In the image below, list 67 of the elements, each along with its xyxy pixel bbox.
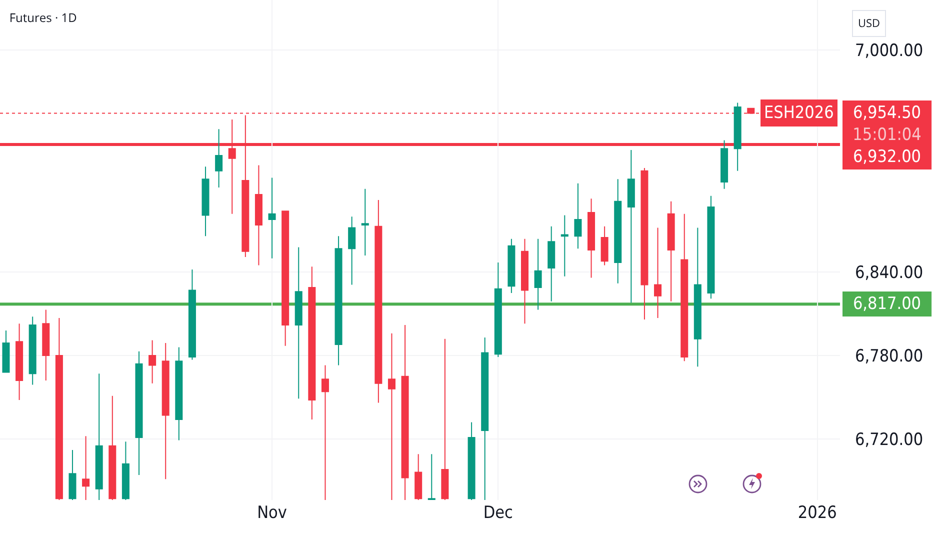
candlestick xyxy=(694,227,702,368)
candlestick xyxy=(600,226,608,266)
ref-line-label: 6,817.00 xyxy=(852,294,922,314)
x-tick-label: 2026 xyxy=(798,503,837,523)
ref-line-label: 6,932.00 xyxy=(852,147,922,167)
text: USD xyxy=(858,16,880,31)
candlestick xyxy=(414,454,422,500)
candlestick xyxy=(122,441,130,500)
ref-line-label: 6,954.50 xyxy=(852,103,922,123)
candlestick xyxy=(667,200,675,302)
candlestick xyxy=(68,450,76,500)
candlestick xyxy=(361,188,369,256)
candlestick xyxy=(588,198,596,278)
candlestick xyxy=(548,226,556,302)
candlestick xyxy=(627,150,635,304)
y-tick-label: 6,780.00 xyxy=(855,346,924,367)
candlestick xyxy=(175,346,183,441)
y-tick-label: 7,000.00 xyxy=(855,40,924,61)
candlestick xyxy=(680,213,688,362)
candlestick xyxy=(468,422,476,500)
candlestick xyxy=(202,166,210,237)
candlestick xyxy=(441,338,449,500)
candlestick xyxy=(162,342,170,480)
candlestick xyxy=(388,332,396,500)
candlestick xyxy=(640,168,648,320)
annotation: ESH2026 xyxy=(764,103,834,123)
candlestick xyxy=(734,102,742,172)
candlestick xyxy=(42,309,50,382)
candlestick xyxy=(135,350,143,476)
candlestick xyxy=(494,262,502,358)
candlestick xyxy=(428,454,436,500)
candlestick xyxy=(481,337,489,500)
candlestick xyxy=(654,227,662,319)
candlestick xyxy=(282,210,290,346)
candlestick xyxy=(254,164,262,266)
y-tick-label: 6,720.00 xyxy=(855,430,924,450)
candlestick xyxy=(321,364,329,500)
candlestick xyxy=(401,324,409,500)
candlestick xyxy=(614,178,622,284)
candlestick xyxy=(108,395,116,500)
candlestick xyxy=(215,128,223,188)
candlestick xyxy=(16,323,24,400)
y-tick-label: 6,840.00 xyxy=(855,263,924,284)
candlestick xyxy=(308,266,316,420)
text: 15:01:04 xyxy=(852,125,922,145)
candlestick xyxy=(534,238,542,310)
candlestick xyxy=(188,268,196,360)
candlestick xyxy=(334,236,342,366)
candlestick xyxy=(294,246,302,400)
candlestick xyxy=(574,182,582,250)
candlestick xyxy=(95,373,103,500)
candlestick xyxy=(2,330,10,373)
candlestick xyxy=(520,238,529,324)
candlestick xyxy=(148,340,156,384)
candlestick xyxy=(508,238,516,294)
candlestick xyxy=(28,316,36,386)
candlestick xyxy=(707,195,715,300)
x-tick-label: Nov xyxy=(257,503,287,523)
candlestick xyxy=(348,216,356,286)
candlestick xyxy=(82,436,90,500)
candlestick xyxy=(560,214,568,277)
candlestick xyxy=(268,177,276,259)
text: Futures · 1D xyxy=(9,9,77,26)
candlestick xyxy=(720,140,728,190)
candlestick xyxy=(55,318,63,500)
candlestick xyxy=(374,200,382,404)
x-tick-label: Dec xyxy=(483,503,513,523)
